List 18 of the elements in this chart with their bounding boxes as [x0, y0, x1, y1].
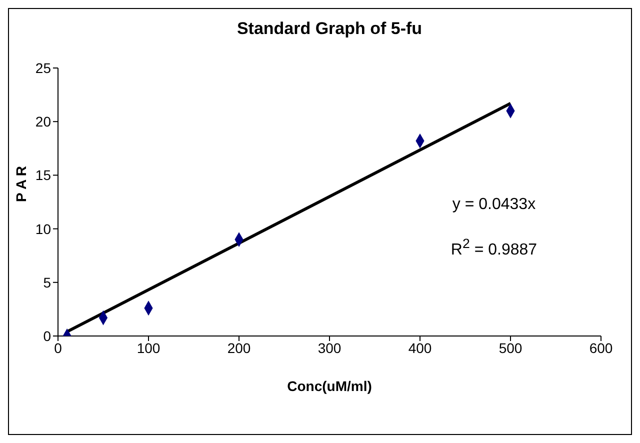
annotation: R$^{2}$ = 0.9887 [450, 236, 538, 260]
x-tick-label: 400 [408, 340, 432, 356]
x-tick-label: 600 [589, 340, 613, 356]
x-tick-label: 0 [54, 340, 62, 356]
y-axis-title: P A R [12, 166, 29, 202]
x-tick-label: 200 [227, 340, 251, 356]
y-tick-label: 25 [35, 60, 52, 76]
y-tick-label: 0 [43, 328, 52, 344]
x-axis-title: Conc(uM/ml) [287, 378, 372, 394]
y-tick-label: 20 [35, 114, 52, 130]
chart-title: Standard Graph of 5-fu [236, 19, 424, 39]
x-tick-label: 100 [136, 340, 160, 356]
y-tick-label: 5 [43, 274, 52, 290]
x-tick-label: 500 [498, 340, 522, 356]
x-tick-label: 300 [318, 340, 342, 356]
annotation: y = 0.0433x [451, 196, 537, 214]
y-tick-label: 15 [35, 167, 52, 184]
y-tick-label: 10 [35, 220, 52, 237]
